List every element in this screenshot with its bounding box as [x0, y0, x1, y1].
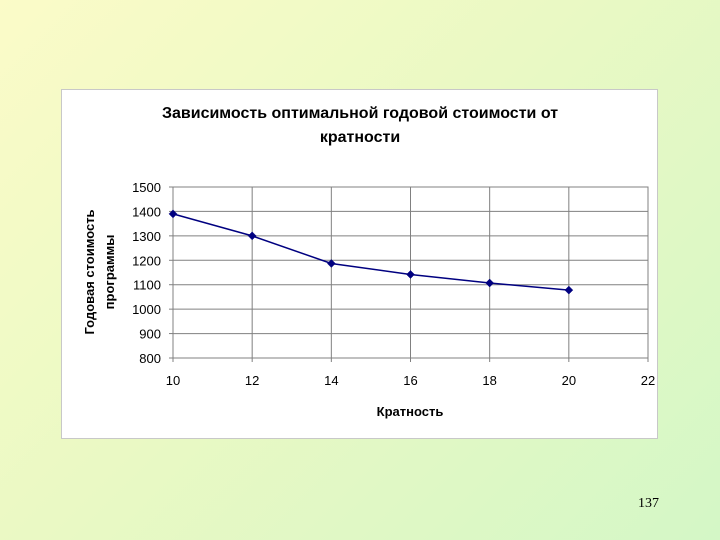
- series-layer: [168, 209, 574, 295]
- x-tick-label-20: 20: [562, 373, 576, 388]
- y-axis-title-line-1: Годовая стоимость: [82, 209, 97, 334]
- data-point-14: [326, 259, 336, 268]
- plot-area: [172, 186, 649, 359]
- series-line-0: [172, 213, 569, 291]
- x-axis-title: Кратность: [377, 404, 444, 419]
- y-tick-label-1200: 1200: [132, 253, 161, 268]
- y-tick-label-1100: 1100: [133, 278, 161, 293]
- data-point-18: [485, 278, 495, 288]
- slide-number: 137: [638, 496, 659, 511]
- x-tick-label-14: 14: [324, 373, 338, 388]
- y-tick-label-1000: 1000: [132, 302, 161, 317]
- x-tick-label-18: 18: [482, 373, 496, 388]
- data-point-12: [247, 231, 257, 241]
- y-tick-label-900: 900: [139, 327, 161, 342]
- data-point-16: [406, 270, 415, 279]
- y-tick-label-1400: 1400: [132, 204, 161, 219]
- x-tick-label-22: 22: [641, 373, 655, 388]
- y-tick-label-1500: 1500: [132, 180, 161, 195]
- x-tick-label-16: 16: [403, 373, 417, 388]
- data-point-20: [564, 285, 574, 295]
- line-chart: Зависимость оптимальной годовой стоимост…: [82, 105, 655, 419]
- chart-frame: Зависимость оптимальной годовой стоимост…: [61, 89, 658, 439]
- chart-title-line-2: кратности: [320, 129, 400, 146]
- x-tick-labels: 10 12 14 16 18 20 22: [166, 373, 655, 388]
- y-axis-title-line-2: программы: [102, 235, 117, 310]
- y-tick-label-800: 800: [139, 351, 161, 366]
- data-point-10: [168, 209, 178, 219]
- y-tick-label-1300: 1300: [132, 229, 161, 244]
- chart-title-line-1: Зависимость оптимальной годовой стоимост…: [162, 105, 558, 122]
- y-tick-labels: 800 900 1000 1100 1200 1300 1400 1500: [132, 180, 161, 366]
- x-tick-label-12: 12: [245, 373, 259, 388]
- x-tick-label-10: 10: [166, 373, 180, 388]
